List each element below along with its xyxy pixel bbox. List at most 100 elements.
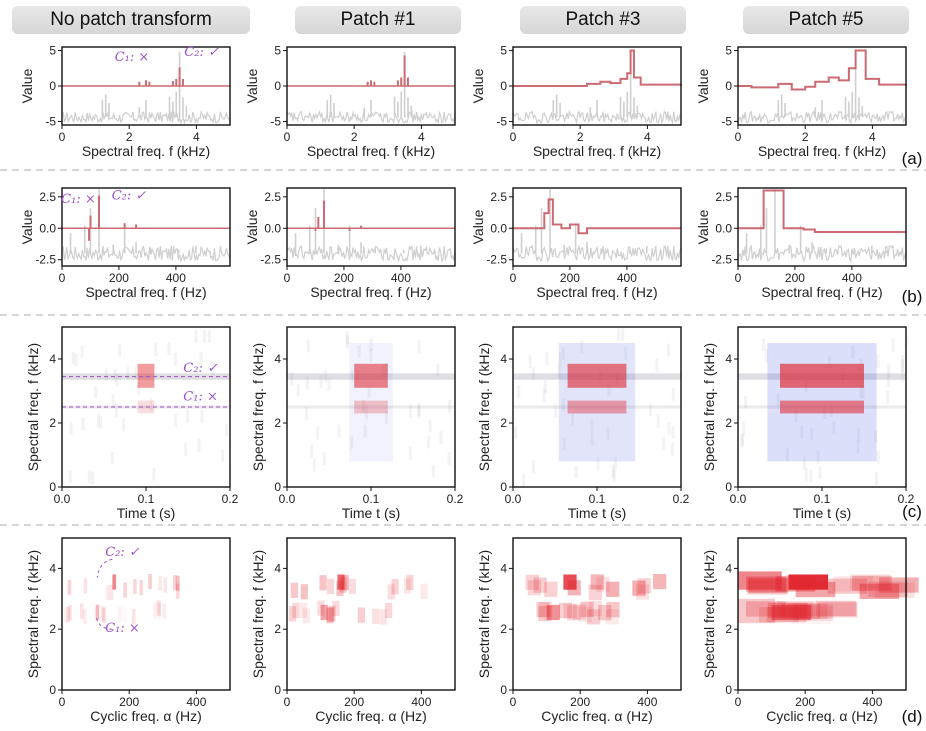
spectro-cell	[671, 426, 675, 440]
spectro-cell	[152, 467, 156, 481]
heatmap-cell	[596, 576, 610, 592]
panel-a-0	[58, 46, 231, 129]
spectro-cell	[345, 331, 349, 345]
spectro-cell	[810, 427, 814, 441]
y-axis-label: Spectral freq. f (kHz)	[476, 550, 492, 678]
y-tick-label: -5	[496, 114, 507, 128]
positive-region-c1	[567, 400, 627, 414]
spectro-cell	[408, 446, 412, 460]
x-tick-label: 200	[109, 271, 129, 285]
panel-b-0	[58, 187, 231, 270]
x-tick-label: 0.2	[447, 492, 464, 506]
x-tick-label: 200	[344, 695, 364, 709]
y-tick-label: 0.0	[715, 221, 732, 235]
heatmap-cell	[598, 605, 612, 621]
heatmap-cell	[586, 609, 601, 625]
y-tick-label: -5	[45, 114, 56, 128]
x-tick-label: 0	[59, 695, 66, 709]
spectro-cell	[81, 417, 85, 431]
heatmap-cell	[148, 573, 152, 590]
heatmap-cell	[106, 584, 110, 601]
y-tick-label: 0	[500, 683, 507, 697]
x-tick-label: 0	[735, 130, 742, 144]
heatmap-cell	[82, 608, 87, 624]
y-axis-label: Value	[244, 68, 260, 103]
heatmap-cell	[558, 602, 573, 618]
heatmap-cell	[63, 606, 68, 622]
y-tick-label: -2.5	[260, 253, 281, 267]
spectro-cell	[557, 364, 561, 378]
x-tick-label: 0.0	[730, 492, 747, 506]
x-tick-label: 0.0	[279, 492, 296, 506]
spectro-cell	[361, 399, 365, 413]
heatmap-cell	[109, 584, 114, 601]
panel-c-0	[58, 326, 231, 491]
heatmap-cell	[299, 602, 308, 619]
spectro-cell	[225, 423, 229, 437]
header-patch-3: Patch #3	[520, 6, 686, 34]
plot-frame	[512, 187, 682, 267]
plot-frame	[61, 187, 231, 267]
x-tick-label: 0.2	[673, 492, 690, 506]
x-axis-label: Cyclic freq. α (Hz)	[541, 708, 653, 724]
heatmap-cell	[317, 600, 325, 616]
x-tick-label: 400	[186, 695, 206, 709]
heatmap-cell	[563, 603, 577, 619]
spectro-cell	[517, 384, 521, 398]
spectro-cell	[94, 385, 98, 399]
x-tick-label: 0.1	[589, 492, 606, 506]
spectro-cell	[290, 372, 294, 386]
x-tick-label: 0	[510, 695, 517, 709]
header-patch-1: Patch #1	[295, 6, 461, 34]
spectro-cell	[367, 385, 371, 398]
heatmap-cell	[527, 580, 541, 596]
heatmap-cell	[326, 608, 334, 624]
y-tick-label: -5	[270, 114, 281, 128]
x-tick-label: 0	[510, 271, 517, 285]
spectro-cell	[607, 383, 611, 397]
heatmap-cell	[406, 574, 414, 591]
spectro-cell	[785, 448, 789, 461]
heatmap-cell	[606, 601, 620, 618]
heatmap-bg	[287, 538, 455, 690]
spectro-cell	[69, 422, 73, 435]
spectro-cell	[545, 352, 549, 366]
annotation-arrow-c2	[96, 558, 113, 578]
y-tick-label: 4	[500, 561, 507, 575]
spectro-cell	[305, 376, 309, 390]
y-tick-label: 2	[49, 622, 56, 636]
spectro-cell	[199, 351, 203, 365]
heatmap-cell	[632, 580, 646, 597]
heatmap-cell	[68, 604, 72, 621]
y-tick-label: 4	[725, 561, 732, 575]
x-axis-label: Cyclic freq. α (Hz)	[766, 708, 878, 724]
spectro-cell	[427, 435, 431, 449]
x-axis-label: Spectral freq. f (Hz)	[310, 284, 431, 300]
heatmap-cell	[588, 584, 602, 600]
x-axis-label: Spectral freq. f (kHz)	[533, 143, 661, 159]
spectro-cell	[857, 428, 861, 442]
x-tick-label: 2	[351, 130, 358, 144]
spectro-cell	[310, 444, 314, 458]
x-tick-label: 400	[166, 271, 186, 285]
y-tick-label: 2.5	[264, 190, 281, 204]
positive-region-c1	[780, 400, 864, 414]
spectro-cell	[118, 343, 122, 357]
heatmap-cell	[175, 583, 180, 599]
spectro-cell	[804, 468, 808, 481]
heatmap-cell	[66, 606, 71, 623]
y-axis-label: Spectral freq. f (kHz)	[701, 343, 717, 471]
spectro-cell	[662, 436, 666, 450]
heatmap-cell	[379, 609, 387, 625]
spectro-cell	[671, 387, 675, 401]
spectro-cell	[447, 452, 451, 466]
spectro-cell	[350, 435, 354, 449]
spectro-cell	[207, 330, 211, 343]
spectro-cell	[887, 364, 891, 378]
heatmap-cell	[539, 601, 553, 618]
heatmap-cell	[372, 608, 380, 625]
x-tick-label: 0	[284, 130, 291, 144]
spectro-cell	[571, 413, 575, 426]
heatmap-cell	[580, 601, 594, 617]
y-tick-label: 2	[274, 622, 281, 636]
